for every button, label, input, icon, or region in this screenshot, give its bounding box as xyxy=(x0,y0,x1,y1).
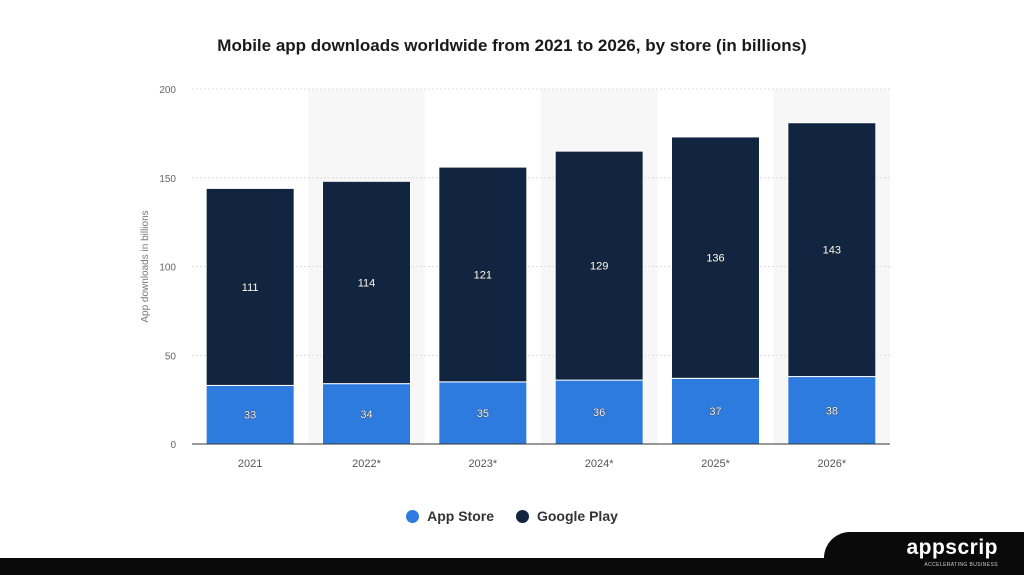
legend-label-google-play: Google Play xyxy=(536,508,618,524)
data-label-app-store: 36 xyxy=(593,407,605,419)
data-label-app-store: 33 xyxy=(244,410,256,422)
y-tick-label: 0 xyxy=(170,440,176,451)
y-tick-label: 200 xyxy=(159,85,176,96)
bar-google-play xyxy=(787,122,877,378)
bar-app-store xyxy=(671,377,760,445)
data-label-app-store: 35 xyxy=(477,408,489,420)
bar-google-play xyxy=(438,166,528,383)
legend-label-app-store: App Store xyxy=(427,508,494,524)
bar-app-store xyxy=(787,376,877,445)
data-label-google-play: 143 xyxy=(823,245,841,257)
brand-tagline: ACCELERATING BUSINESS xyxy=(924,562,998,568)
bar-google-play xyxy=(671,136,760,379)
data-label-google-play: 114 xyxy=(358,277,376,289)
y-tick-label: 50 xyxy=(165,351,177,362)
data-label-google-play: 111 xyxy=(242,282,259,294)
x-tick-label: 2024* xyxy=(585,458,614,470)
chart-title: Mobile app downloads worldwide from 2021… xyxy=(217,36,807,55)
data-label-app-store: 34 xyxy=(360,409,372,421)
brand-logo-text: appscrip xyxy=(906,536,998,559)
data-label-app-store: 37 xyxy=(709,406,721,418)
bar-app-store xyxy=(205,384,295,445)
bar-google-play xyxy=(322,180,411,385)
bar-google-play xyxy=(205,187,295,386)
data-label-app-store: 38 xyxy=(826,405,838,417)
legend-swatch-app-store xyxy=(406,509,420,523)
x-tick-label: 2021 xyxy=(238,458,262,470)
footer-band xyxy=(0,558,1024,575)
y-tick-label: 150 xyxy=(159,174,176,185)
legend-item-app-store[interactable]: App Store xyxy=(406,508,494,524)
legend-item-google-play[interactable]: Google Play xyxy=(515,508,618,524)
x-tick-label: 2026* xyxy=(817,458,846,470)
y-tick-label: 100 xyxy=(159,263,176,274)
data-label-google-play: 129 xyxy=(590,261,608,273)
brand-tab xyxy=(824,532,1024,575)
bar-app-store xyxy=(322,383,411,445)
bar-app-store xyxy=(438,381,528,445)
data-label-google-play: 121 xyxy=(474,269,492,281)
x-tick-label: 2022* xyxy=(352,458,381,470)
chart-legend: App Store Google Play xyxy=(0,508,1024,524)
x-tick-label: 2025* xyxy=(701,458,730,470)
bar-google-play xyxy=(554,150,644,381)
legend-swatch-google-play xyxy=(515,509,529,523)
x-tick-label: 2023* xyxy=(468,458,497,470)
y-axis-title: App downloads in billions xyxy=(140,210,151,322)
data-label-google-play: 136 xyxy=(706,253,724,265)
